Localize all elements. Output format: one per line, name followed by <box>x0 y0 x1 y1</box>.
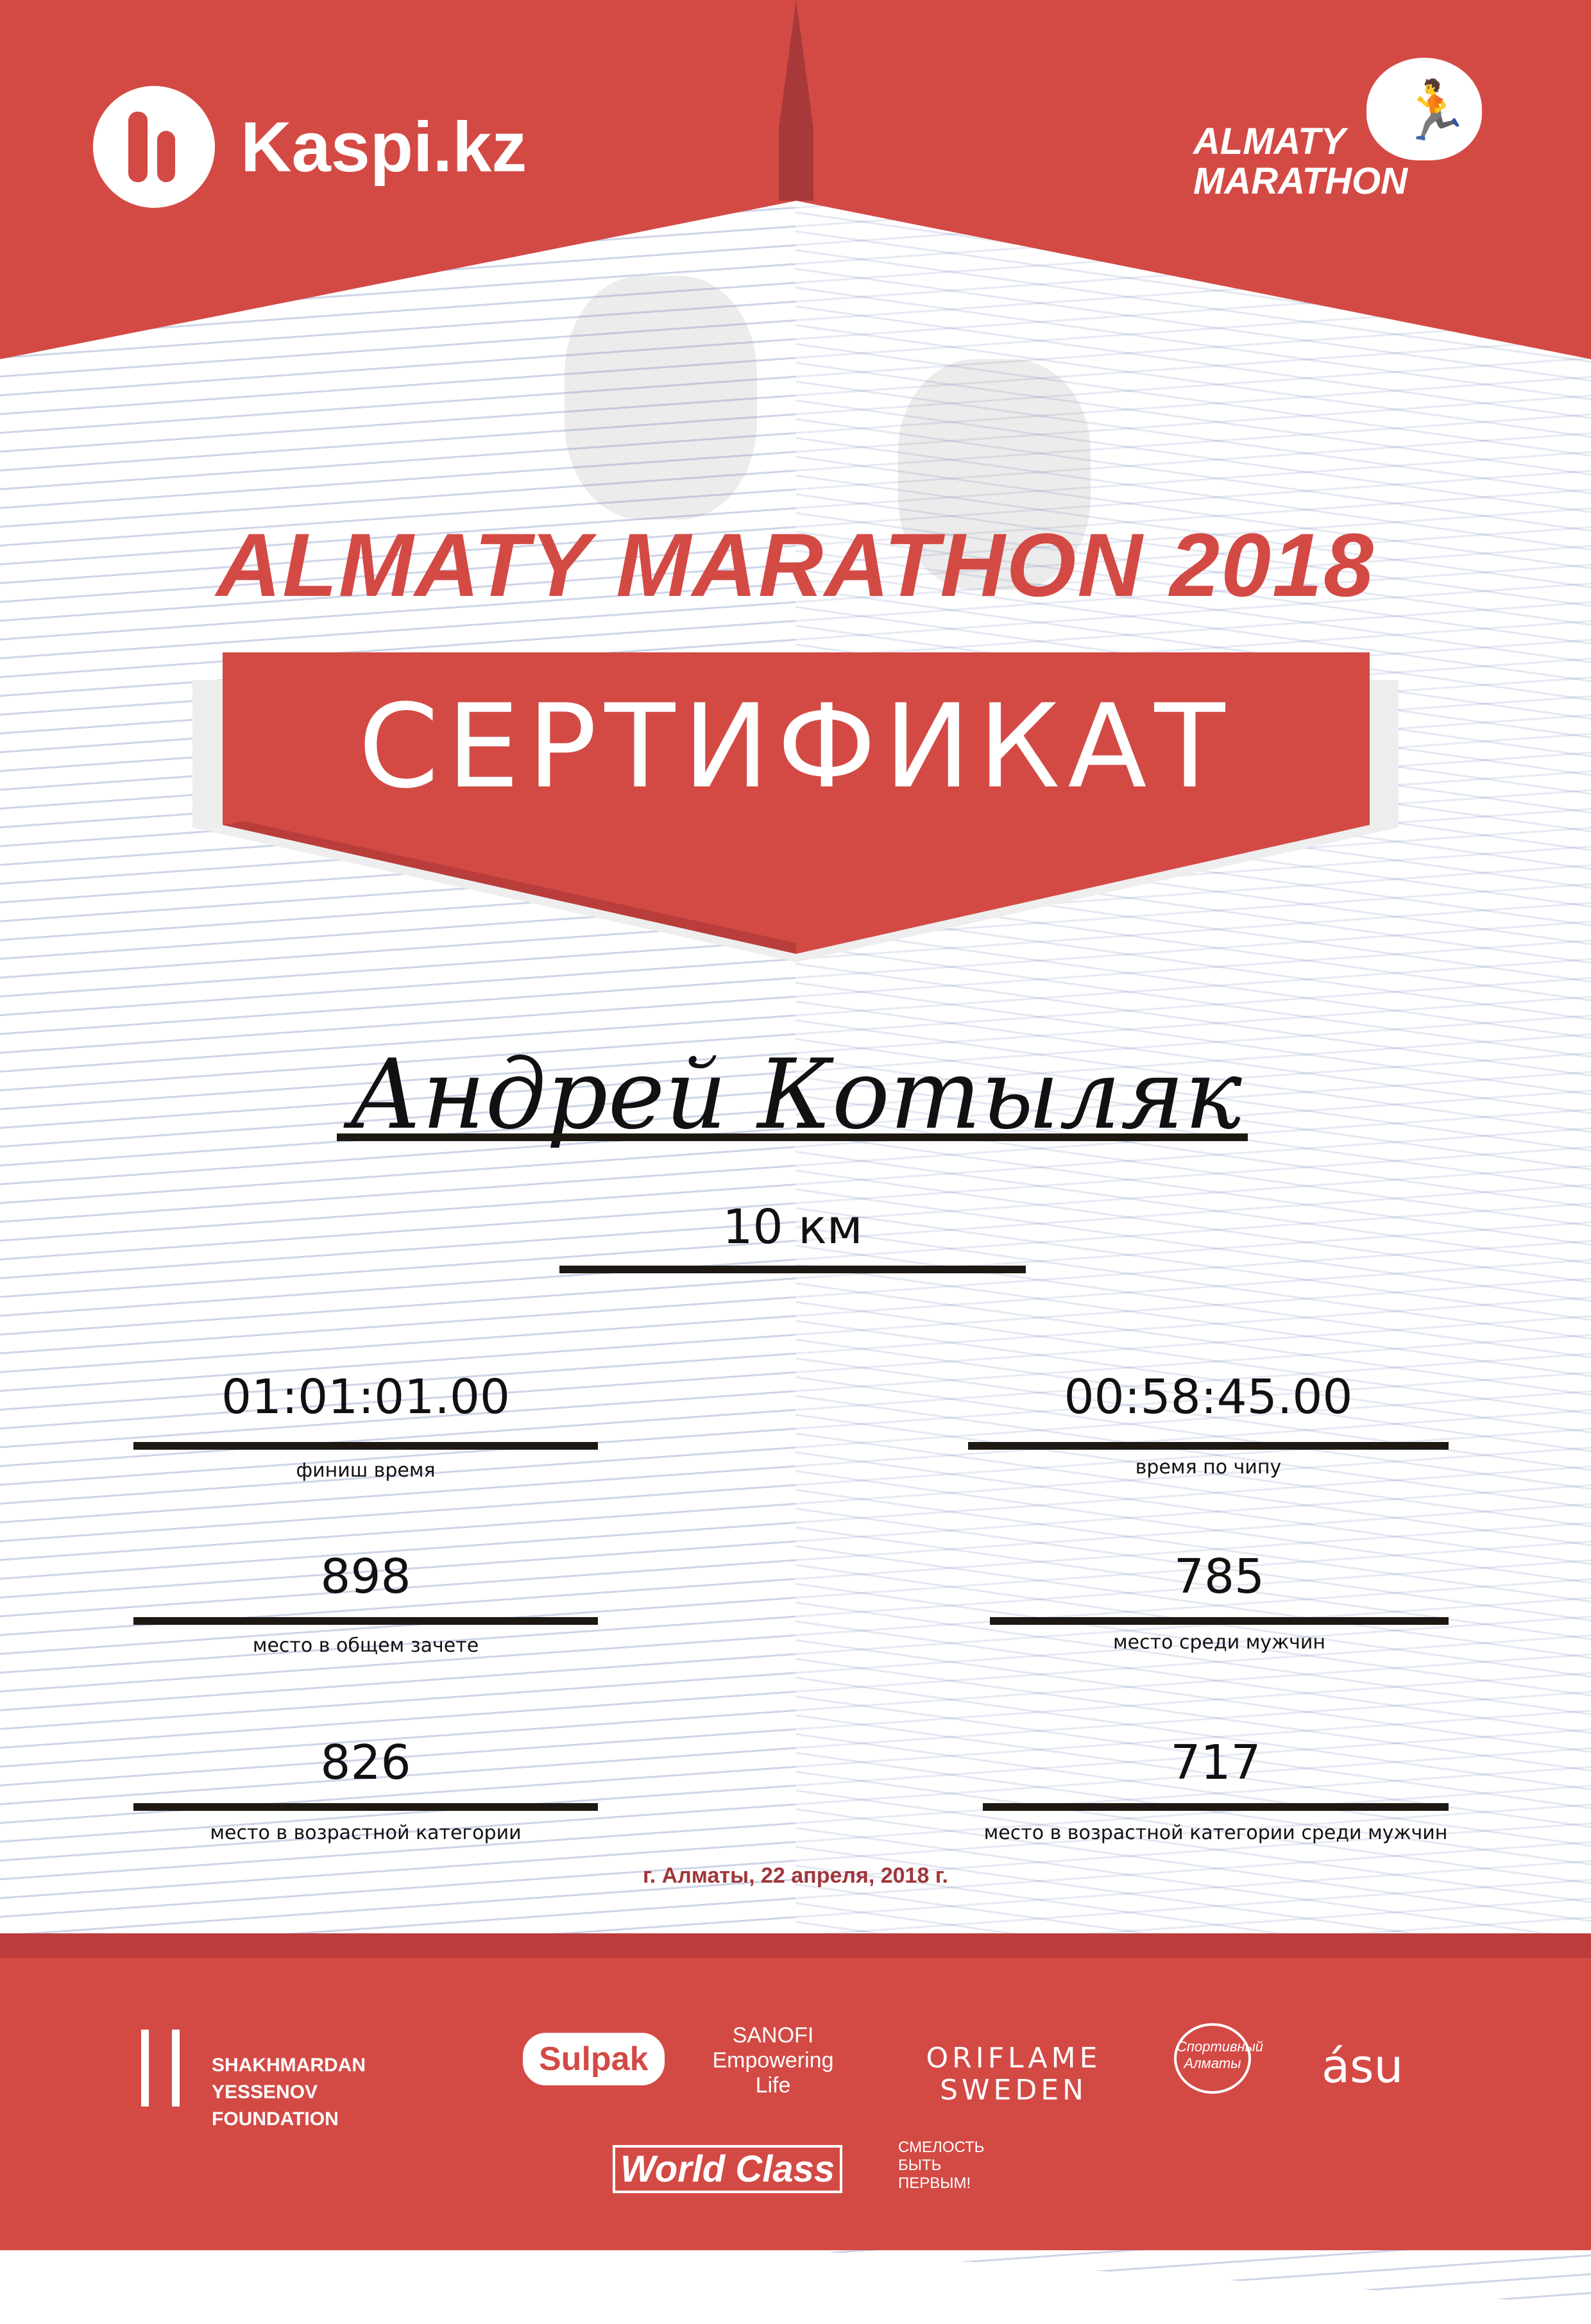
background-pattern-right <box>795 0 1591 2250</box>
partners-footer: SHAKHMARDAN YESSENOV FOUNDATION Sulpak S… <box>0 1933 1591 2250</box>
sport-almaty-logo: Спортивный Алматы <box>1174 2023 1263 2094</box>
finish-time-label: финиш время <box>296 1459 436 1482</box>
distance-underline <box>559 1266 1026 1273</box>
participant-name: Андрей Котыляк <box>349 1039 1242 1151</box>
kaspi-family-icon <box>93 86 215 208</box>
sanofi-logo: SANOFI Empowering Life <box>712 2023 834 2098</box>
age-gender-place-underline <box>983 1803 1449 1811</box>
oriflame-logo: ORIFLAME SWEDEN <box>926 2042 1102 2107</box>
certificate-banner <box>223 652 1370 954</box>
kaspi-logo: Kaspi.kz <box>93 86 527 208</box>
footer-band <box>0 1933 1591 1958</box>
runner-photo-male <box>565 276 757 520</box>
decorative-shapes <box>0 0 1591 962</box>
event-title: ALMATY MARATHON 2018 <box>216 514 1375 615</box>
corporate-fund-logo: СМЕЛОСТЬ БЫТЬ ПЕРВЫМ! <box>898 2139 985 2192</box>
age-gender-place-label: место в возрастной категории среди мужчи… <box>983 1822 1448 1844</box>
certificate-heading: СЕРТИФИКАТ <box>358 680 1233 814</box>
almaty-marathon-logo: 🏃 ALMATY MARATHON <box>1193 58 1495 212</box>
age-gender-place-value: 717 <box>1170 1735 1261 1790</box>
world-class-logo: World Class <box>613 2145 843 2193</box>
logo-line-1: ALMATY <box>1193 121 1346 162</box>
gender-place-underline <box>990 1617 1449 1625</box>
distance: 10 км <box>722 1200 863 1255</box>
gender-place-value: 785 <box>1173 1549 1265 1604</box>
runner-photo-female <box>898 359 1091 590</box>
header-center-fold <box>779 0 813 201</box>
overall-place-label: место в общем зачете <box>252 1634 479 1657</box>
yessenov-bars-icon <box>141 2030 180 2107</box>
runner-icon: 🏃 <box>1366 58 1482 160</box>
finish-time-underline <box>133 1442 598 1450</box>
gender-place-label: место среди мужчин <box>1113 1631 1325 1654</box>
overall-place-value: 898 <box>320 1549 411 1604</box>
chip-time-value: 00:58:45.00 <box>1064 1370 1353 1425</box>
asu-logo: ásu <box>1322 2039 1404 2093</box>
kaspi-logo-text: Kaspi.kz <box>241 107 527 187</box>
place-date: г. Алматы, 22 апреля, 2018 г. <box>643 1863 948 1888</box>
age-place-value: 826 <box>320 1735 411 1790</box>
overall-place-underline <box>133 1617 598 1625</box>
chip-time-label: время по чипу <box>1135 1456 1282 1479</box>
age-place-underline <box>133 1803 598 1811</box>
logo-line-2: MARATHON <box>1193 160 1408 202</box>
sulpak-logo: Sulpak <box>523 2033 665 2085</box>
name-underline <box>337 1133 1248 1141</box>
finish-time-value: 01:01:01.00 <box>221 1370 511 1425</box>
age-place-label: место в возрастной категории <box>210 1822 522 1844</box>
chip-time-underline <box>968 1442 1449 1450</box>
